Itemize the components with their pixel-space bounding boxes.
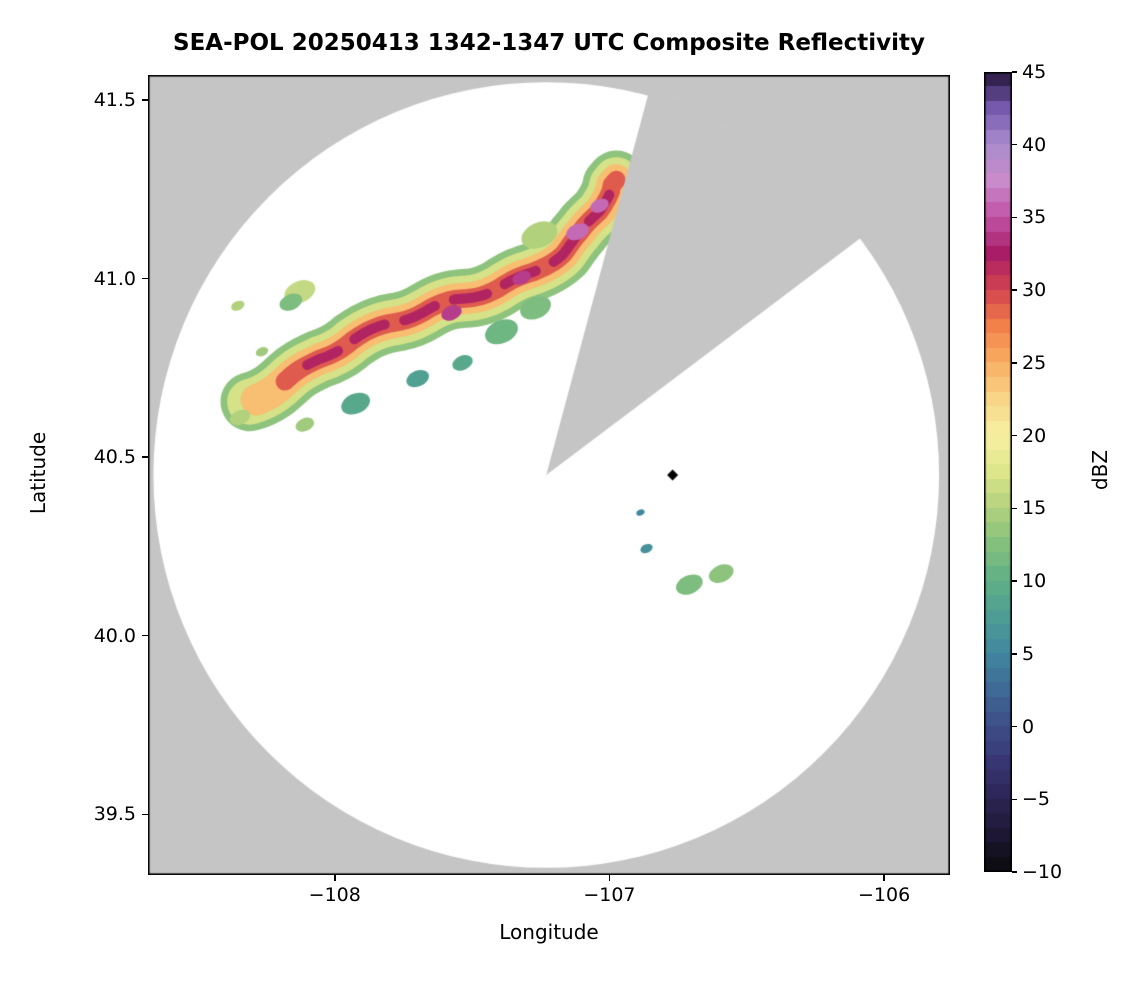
- x-axis-label: Longitude: [499, 920, 599, 944]
- colorbar-tick-mark: [1012, 653, 1017, 655]
- y-tick-mark: [142, 813, 148, 816]
- radar-plot-canvas: [148, 75, 950, 875]
- colorbar-tick-mark: [1012, 143, 1017, 146]
- colorbar-tick-label: 10: [1022, 570, 1047, 593]
- colorbar-tick-mark: [1012, 871, 1017, 873]
- y-tick-mark: [142, 277, 148, 280]
- x-tick-label: −107: [583, 884, 636, 906]
- y-tick-label: 40.0: [93, 624, 136, 647]
- colorbar-tick-label: −5: [1022, 788, 1051, 811]
- colorbar-tick-label: −10: [1022, 861, 1063, 883]
- x-tick-label: −108: [308, 884, 361, 906]
- colorbar-tick-mark: [1012, 216, 1017, 219]
- x-tick-mark: [883, 875, 885, 881]
- y-tick-label: 40.5: [93, 446, 136, 469]
- x-tick-mark: [608, 875, 611, 881]
- colorbar-tick-mark: [1012, 362, 1017, 364]
- colorbar-tick-label: 45: [1022, 61, 1047, 83]
- colorbar-tick-label: 0: [1022, 715, 1035, 738]
- colorbar-tick-label: 25: [1022, 351, 1047, 374]
- colorbar-tick-label: 40: [1022, 133, 1047, 156]
- colorbar-tick-mark: [1012, 798, 1017, 801]
- colorbar-tick-label: 35: [1022, 206, 1047, 229]
- y-tick-label: 41.5: [93, 89, 136, 111]
- x-tick-mark: [334, 875, 336, 881]
- colorbar-tick-mark: [1012, 507, 1017, 510]
- colorbar: [984, 72, 1012, 872]
- colorbar-tick-label: 20: [1022, 424, 1047, 447]
- x-tick-label: −106: [857, 884, 911, 906]
- y-tick-label: 41.0: [93, 267, 136, 290]
- colorbar-label: dBZ: [1088, 449, 1112, 491]
- y-tick-mark: [142, 456, 148, 458]
- colorbar-tick-mark: [1012, 434, 1017, 437]
- y-tick-label: 39.5: [93, 803, 136, 826]
- colorbar-tick-mark: [1012, 725, 1017, 728]
- y-tick-mark: [142, 634, 148, 637]
- colorbar-tick-label: 5: [1022, 642, 1035, 665]
- colorbar-tick-mark: [1012, 289, 1017, 291]
- colorbar-tick-mark: [1012, 71, 1017, 73]
- y-axis-label: Latitude: [26, 431, 50, 515]
- colorbar-tick-label: 15: [1022, 497, 1047, 520]
- chart-title: SEA-POL 20250413 1342-1347 UTC Composite…: [173, 30, 925, 56]
- y-tick-mark: [142, 99, 148, 101]
- colorbar-tick-label: 30: [1022, 279, 1047, 302]
- colorbar-tick-mark: [1012, 580, 1017, 582]
